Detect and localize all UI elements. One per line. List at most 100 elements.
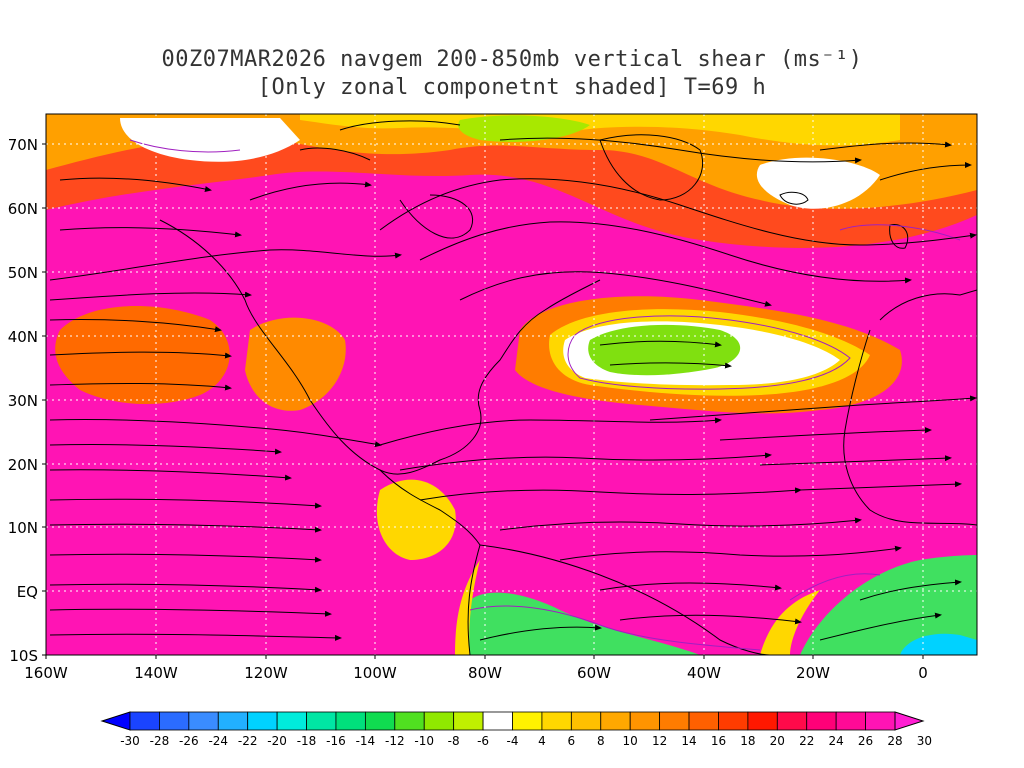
shear-shading-pacific-orange-1 — [55, 306, 230, 405]
colorbar-swatch — [512, 711, 543, 731]
streamline — [379, 178, 977, 246]
colorbar-swatch — [659, 711, 690, 731]
colorbar-swatch — [453, 711, 484, 731]
streamline — [59, 227, 242, 238]
lat-label: 60N — [8, 200, 38, 218]
streamline — [399, 452, 772, 471]
colorbar-label: -8 — [448, 734, 460, 748]
lon-label: 120W — [244, 664, 288, 682]
colorbar-label: 16 — [711, 734, 726, 748]
streamline — [819, 141, 952, 151]
colorbar-label: -20 — [267, 734, 287, 748]
colorbar-swatch — [600, 711, 631, 731]
colorbar-label: 28 — [887, 734, 902, 748]
colorbar-label: -6 — [477, 734, 489, 748]
colorbar-label: -26 — [179, 734, 199, 748]
colorbar-swatch — [482, 711, 513, 731]
shear-shading-south-america-yellow — [455, 560, 480, 655]
colorbar-label: 8 — [597, 734, 605, 748]
colorbar-swatch — [364, 711, 396, 731]
streamline — [879, 162, 972, 181]
shear-shading-caribbean-yellow — [376, 479, 456, 560]
colorbar-swatch — [306, 711, 337, 731]
lon-label: 160W — [24, 664, 68, 682]
colorbar-label: 22 — [799, 734, 814, 748]
lat-label: 20N — [8, 456, 38, 474]
colorbar-swatch — [747, 711, 778, 731]
streamline — [609, 362, 732, 369]
colorbar-label: -4 — [507, 734, 519, 748]
colorbar-swatch — [247, 711, 278, 731]
streamline — [49, 633, 342, 641]
colorbar-label: -18 — [297, 734, 317, 748]
streamline — [49, 351, 232, 359]
shear-shading-yellow-north — [300, 114, 900, 146]
streamline — [49, 498, 322, 509]
chart-title-line-1: 00Z07MAR2026 navgem 200-850mb vertical s… — [161, 47, 863, 72]
colorbar-swatch — [570, 711, 602, 731]
streamline — [499, 137, 862, 164]
lat-label: 10S — [9, 647, 38, 665]
colorbar-label: 18 — [740, 734, 755, 748]
lat-label: EQ — [17, 583, 38, 601]
streamline — [859, 579, 962, 601]
lat-label: 10N — [8, 519, 38, 537]
purple-contour-atlantic — [567, 315, 851, 390]
shear-shading-atlantic-green — [588, 324, 741, 376]
colorbar: -30 -28 -26 -24 -22 -20 -18 -16 -14 -12 -10 -8 -6 -4 4… — [100, 711, 932, 748]
streamline — [49, 469, 292, 481]
colorbar-arrow-right — [894, 711, 925, 731]
streamline — [719, 427, 932, 441]
streamline — [49, 523, 322, 533]
streamline — [599, 340, 722, 348]
streamline — [59, 177, 212, 192]
colorbar-label: 26 — [858, 734, 873, 748]
shear-shading-south-atlantic-yellow — [760, 590, 820, 655]
colorbar-label: -24 — [208, 734, 228, 748]
streamline — [249, 181, 372, 201]
purple-contour-south-atlantic — [789, 573, 881, 601]
streamline — [419, 221, 912, 284]
streamline — [479, 624, 602, 641]
purple-contour-greenland — [839, 224, 961, 241]
colorbar-swatch — [865, 711, 896, 731]
streamline — [49, 382, 232, 391]
lat-label: 40N — [8, 328, 38, 346]
map-frame — [45, 113, 978, 656]
colorbar-swatch — [159, 711, 190, 731]
streamline — [49, 583, 322, 593]
map-field — [46, 114, 977, 655]
streamline — [379, 417, 722, 446]
colorbar-label: 12 — [652, 734, 667, 748]
axis-ticks — [42, 143, 924, 659]
coastline-south-america-west — [467, 544, 481, 655]
shear-shading-south-atlantic-green — [800, 555, 977, 655]
lon-label: 20W — [796, 664, 830, 682]
streamline — [599, 582, 782, 591]
streamline — [49, 608, 332, 617]
streamline — [459, 271, 772, 307]
colorbar-swatch — [629, 711, 661, 731]
colorbar-arrow-left — [100, 711, 131, 731]
lat-labels: 70N 60N 50N 40N 30N 20N 10N EQ 10S — [8, 136, 38, 665]
shear-shading-south-america-green — [460, 592, 700, 655]
shear-shading-south-atlantic-cyan — [900, 633, 977, 655]
shear-shading-green-north — [458, 115, 590, 142]
coastline-greenland — [599, 134, 704, 201]
lon-label: 100W — [353, 664, 397, 682]
lon-label: 80W — [468, 664, 502, 682]
coastline-europe — [879, 289, 977, 321]
colorbar-swatch — [688, 711, 719, 731]
lat-label: 70N — [8, 136, 38, 154]
colorbar-label: 4 — [538, 734, 546, 748]
lon-label: 140W — [134, 664, 178, 682]
colorbar-label: 14 — [681, 734, 696, 748]
colorbar-label: -10 — [414, 734, 434, 748]
streamline — [419, 487, 802, 501]
lon-label: 60W — [577, 664, 611, 682]
streamline — [49, 319, 222, 333]
coastline-central-america — [379, 469, 481, 546]
colorbar-swatch — [335, 711, 366, 731]
lat-label: 30N — [8, 392, 38, 410]
